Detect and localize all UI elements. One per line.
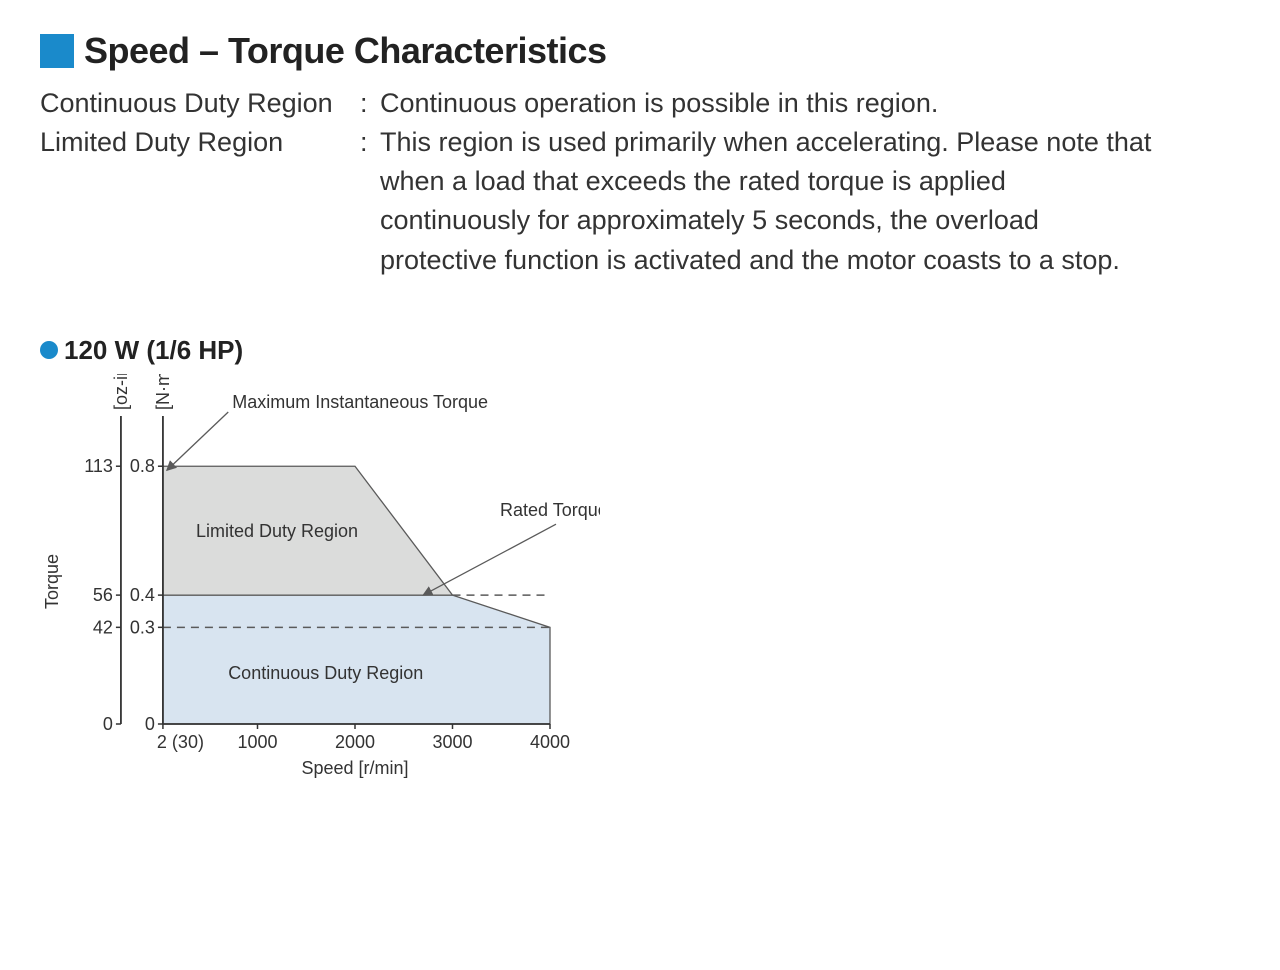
svg-text:113: 113 bbox=[84, 456, 113, 476]
definition-text: Continuous operation is possible in this… bbox=[380, 84, 1160, 123]
svg-text:0.3: 0.3 bbox=[130, 617, 155, 637]
definition-limited: Limited Duty Region : This region is use… bbox=[40, 123, 1240, 280]
page-title: Speed – Torque Characteristics bbox=[84, 30, 607, 72]
definitions-block: Continuous Duty Region : Continuous oper… bbox=[40, 84, 1240, 280]
svg-text:0: 0 bbox=[145, 714, 155, 734]
definition-label: Limited Duty Region bbox=[40, 123, 360, 280]
svg-text:2 (30): 2 (30) bbox=[157, 732, 204, 752]
section-title: Speed – Torque Characteristics bbox=[40, 30, 1240, 72]
svg-text:3000: 3000 bbox=[432, 732, 472, 752]
svg-text:Torque: Torque bbox=[42, 554, 62, 609]
definition-text: This region is used primarily when accel… bbox=[380, 123, 1160, 280]
svg-text:0.8: 0.8 bbox=[130, 456, 155, 476]
chart-subtitle: 120 W (1/6 HP) bbox=[40, 335, 1240, 366]
dot-bullet-icon bbox=[40, 341, 58, 359]
speed-torque-chart: 0.81130.4560.342002 (30)1000200030004000… bbox=[40, 374, 600, 804]
svg-text:[N·m]: [N·m] bbox=[153, 374, 173, 410]
chart-svg: 0.81130.4560.342002 (30)1000200030004000… bbox=[40, 374, 600, 804]
colon: : bbox=[360, 123, 380, 280]
svg-text:Speed [r/min]: Speed [r/min] bbox=[301, 758, 408, 778]
chart-subtitle-text: 120 W (1/6 HP) bbox=[64, 335, 243, 366]
svg-text:Rated Torque: Rated Torque bbox=[500, 500, 600, 520]
svg-text:42: 42 bbox=[93, 617, 113, 637]
svg-text:Limited Duty Region: Limited Duty Region bbox=[196, 521, 358, 541]
svg-text:Continuous Duty Region: Continuous Duty Region bbox=[228, 663, 423, 683]
svg-text:0: 0 bbox=[103, 714, 113, 734]
svg-text:4000: 4000 bbox=[530, 732, 570, 752]
colon: : bbox=[360, 84, 380, 123]
svg-text:Maximum Instantaneous Torque: Maximum Instantaneous Torque bbox=[232, 392, 488, 412]
svg-text:1000: 1000 bbox=[237, 732, 277, 752]
svg-text:56: 56 bbox=[93, 585, 113, 605]
svg-text:0.4: 0.4 bbox=[130, 585, 155, 605]
square-bullet-icon bbox=[40, 34, 74, 68]
svg-text:[oz-in]: [oz-in] bbox=[111, 374, 131, 410]
svg-text:2000: 2000 bbox=[335, 732, 375, 752]
definition-continuous: Continuous Duty Region : Continuous oper… bbox=[40, 84, 1240, 123]
definition-label: Continuous Duty Region bbox=[40, 84, 360, 123]
